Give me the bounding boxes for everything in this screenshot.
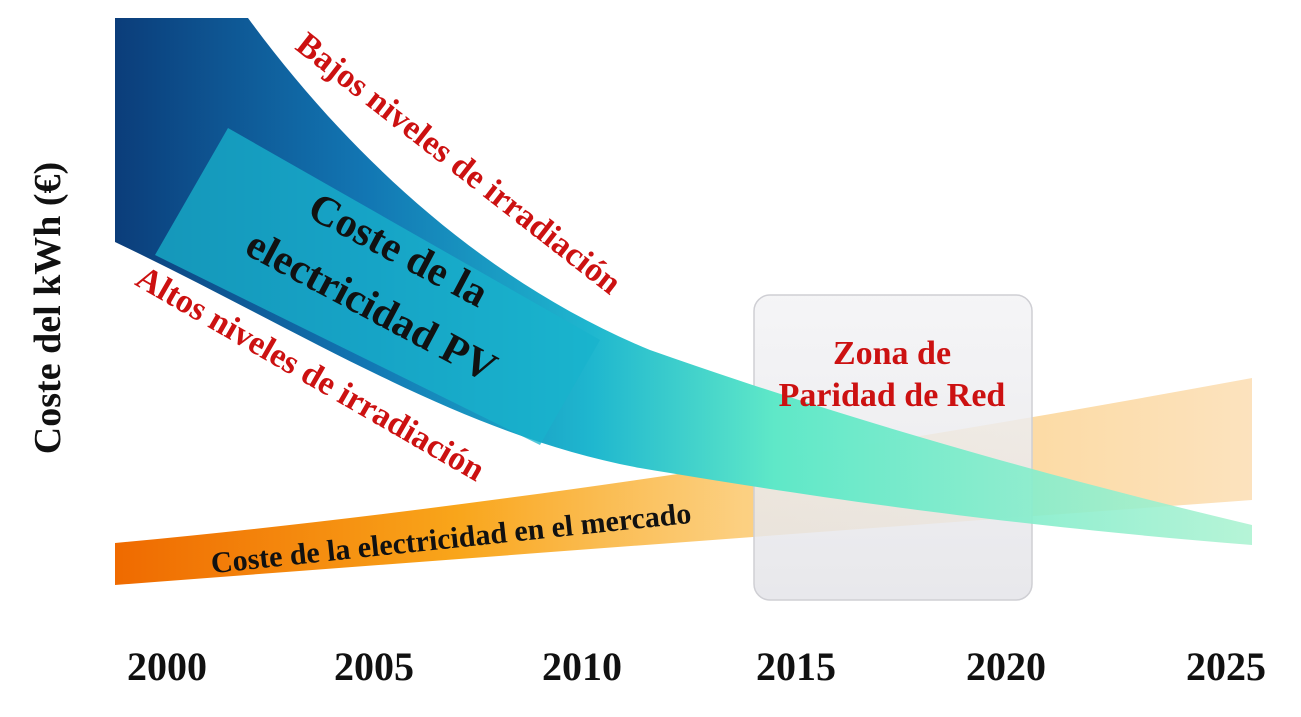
zone-label-line1: Zona de (833, 335, 951, 372)
x-tick-2010: 2010 (542, 644, 622, 689)
x-tick-2020: 2020 (966, 644, 1046, 689)
x-tick-2000: 2000 (127, 644, 207, 689)
y-axis-label: Coste del kWh (€) (27, 162, 69, 454)
pv-inner-block (155, 128, 600, 445)
x-tick-2015: 2015 (756, 644, 836, 689)
x-tick-2005: 2005 (334, 644, 414, 689)
x-axis-ticks: 2000 2005 2010 2015 2020 2025 (127, 644, 1266, 689)
zone-label-line2: Paridad de Red (779, 377, 1006, 414)
x-tick-2025: 2025 (1186, 644, 1266, 689)
